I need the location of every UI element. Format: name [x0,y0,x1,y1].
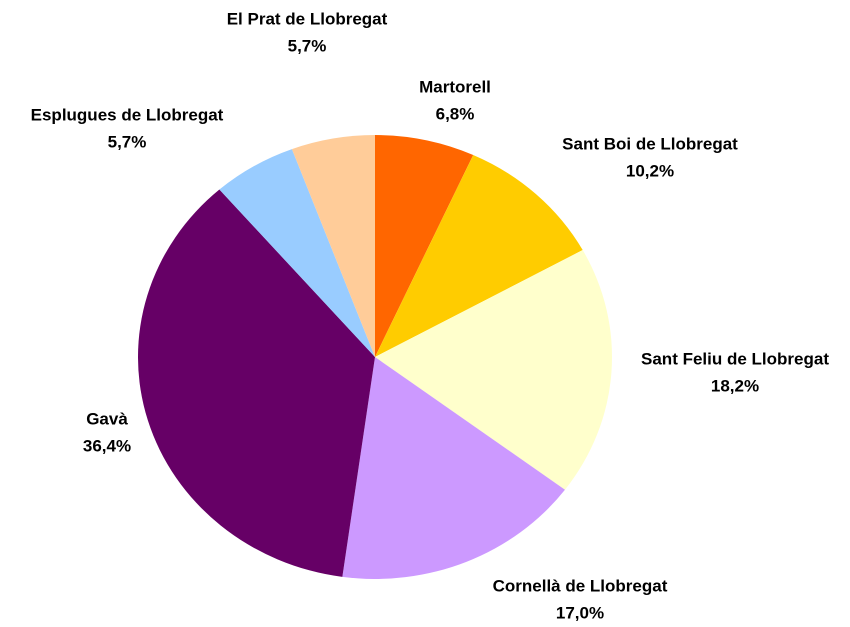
slice-value-label: 18,2% [711,376,759,395]
pie-slice [375,154,583,357]
slice-label: El Prat de Llobregat [227,9,388,28]
slice-label: Martorell [419,77,491,96]
slice-value-label: 5,7% [288,36,327,55]
slice-label: Sant Boi de Llobregat [562,134,738,153]
pie-slice [291,135,375,357]
slice-value-label: 6,8% [436,104,475,123]
pie-slice [342,357,565,579]
slice-value-label: 36,4% [83,436,131,455]
pie-slice [219,149,375,357]
pie-slice [137,189,375,577]
slice-label: Sant Feliu de Llobregat [641,349,829,368]
slice-value-label: 10,2% [626,161,674,180]
slice-value-label: 5,7% [108,132,147,151]
slice-label: Gavà [86,409,128,428]
pie-slice [375,250,612,490]
pie-slice [375,135,474,357]
slice-label: Esplugues de Llobregat [31,105,224,124]
slice-value-label: 17,0% [556,603,604,622]
slice-label: Cornellà de Llobregat [493,576,668,595]
